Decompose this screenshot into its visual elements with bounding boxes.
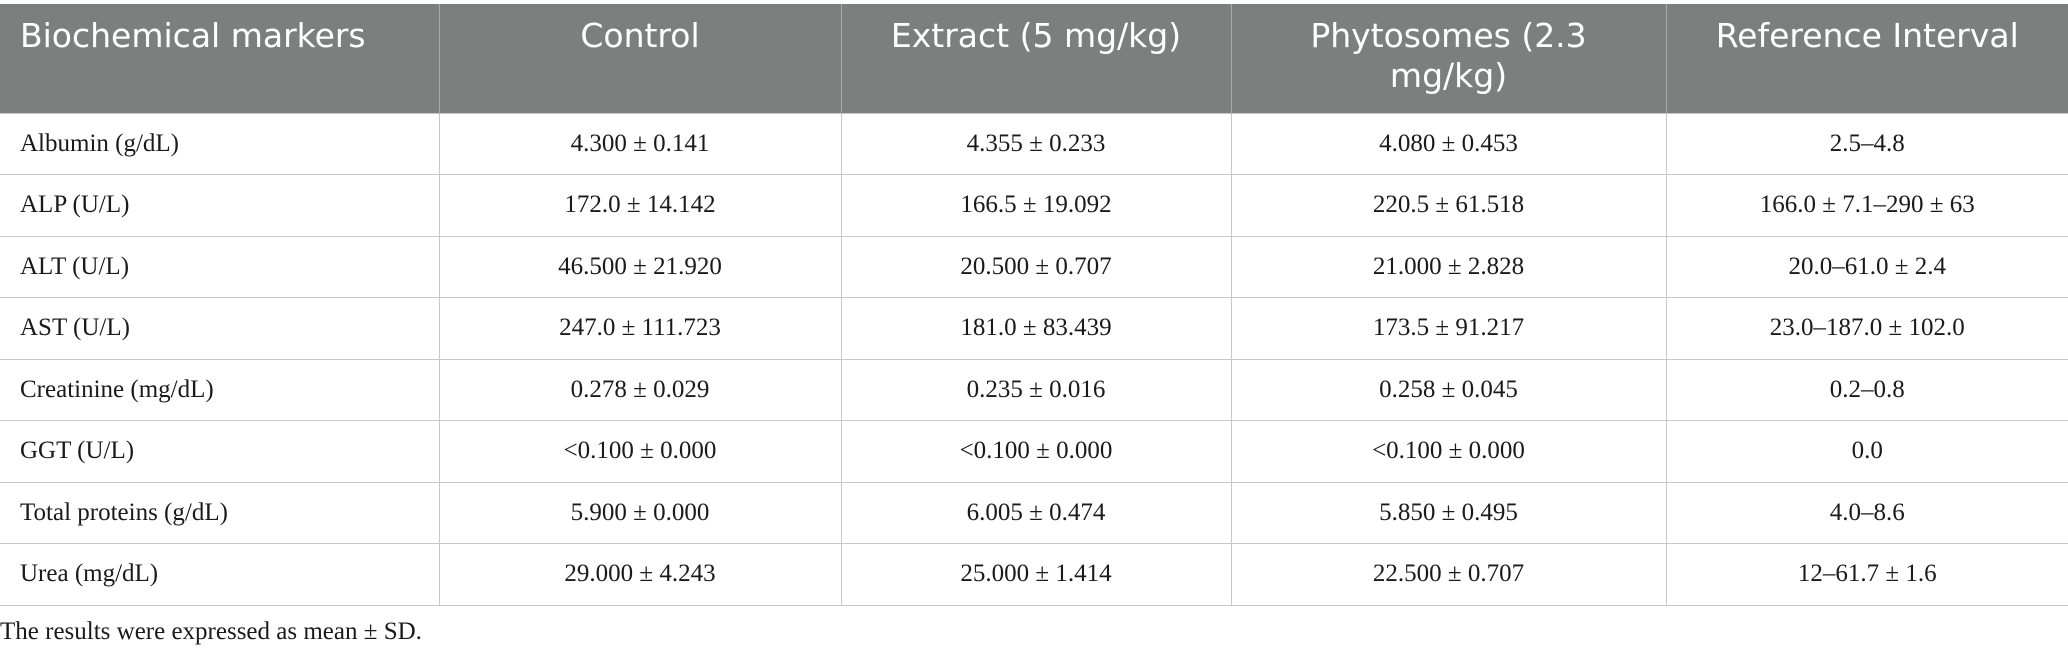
row-label: ALT (U/L) [0,235,440,298]
row-label: Total proteins (g/dL) [0,481,440,544]
table-cell: 21.000 ± 2.828 [1230,235,1667,298]
table-row: Albumin (g/dL) 4.300 ± 0.141 4.355 ± 0.233… [0,112,2068,175]
table-cell: <0.100 ± 0.000 [1230,420,1667,483]
data-table: Biochemical markers Control Extract (5 mg/… [0,4,2068,606]
table-cell: <0.100 ± 0.000 [840,420,1232,483]
row-label: AST (U/L) [0,297,440,360]
table-cell: 220.5 ± 61.518 [1230,174,1667,237]
table-row: AST (U/L) 247.0 ± 111.723 181.0 ± 83.439 17… [0,297,2068,360]
row-label: Urea (mg/dL) [0,543,440,606]
row-label: ALP (U/L) [0,174,440,237]
table-cell: 0.235 ± 0.016 [840,358,1232,421]
table-cell: 247.0 ± 111.723 [438,297,842,360]
column-header: Reference Interval [1666,4,2068,113]
column-header: Biochemical markers [0,4,440,113]
table-cell: 22.500 ± 0.707 [1230,543,1667,606]
table-cell: 29.000 ± 4.243 [438,543,842,606]
table-cell: 0.2–0.8 [1665,358,2068,421]
table-cell: 0.0 [1665,420,2068,483]
table-cell: 25.000 ± 1.414 [840,543,1232,606]
table-row: ALT (U/L) 46.500 ± 21.920 20.500 ± 0.707 21… [0,235,2068,298]
table-cell: 0.258 ± 0.045 [1230,358,1667,421]
table-cell: 4.080 ± 0.453 [1230,112,1667,175]
table-row: ALP (U/L) 172.0 ± 14.142 166.5 ± 19.092 220… [0,174,2068,237]
table-row: Creatinine (mg/dL) 0.278 ± 0.029 0.235 ± 0… [0,358,2068,421]
table-cell: 6.005 ± 0.474 [840,481,1232,544]
table-cell: 4.0–8.6 [1665,481,2068,544]
table-cell: <0.100 ± 0.000 [438,420,842,483]
table-cell: 2.5–4.8 [1665,112,2068,175]
row-label: Albumin (g/dL) [0,112,440,175]
table-note: The results were expressed as mean ± SD. [0,618,422,645]
table-body: Albumin (g/dL) 4.300 ± 0.141 4.355 ± 0.233… [0,112,2068,606]
table-cell: 0.278 ± 0.029 [438,358,842,421]
table-cell: 172.0 ± 14.142 [438,174,842,237]
table-row: Urea (mg/dL) 29.000 ± 4.243 25.000 ± 1.414… [0,543,2068,606]
table-cell: 12–61.7 ± 1.6 [1665,543,2068,606]
table-cell: 4.355 ± 0.233 [840,112,1232,175]
row-label: Creatinine (mg/dL) [0,358,440,421]
table-cell: 5.850 ± 0.495 [1230,481,1667,544]
table-row: GGT (U/L) <0.100 ± 0.000 <0.100 ± 0.000 <0.… [0,420,2068,483]
row-label: GGT (U/L) [0,420,440,483]
table-cell: 20.0–61.0 ± 2.4 [1665,235,2068,298]
table-cell: 166.0 ± 7.1–290 ± 63 [1665,174,2068,237]
table-cell: 4.300 ± 0.141 [438,112,842,175]
table-cell: 181.0 ± 83.439 [840,297,1232,360]
table-cell: 173.5 ± 91.217 [1230,297,1667,360]
table-cell: 166.5 ± 19.092 [840,174,1232,237]
column-header: Extract (5 mg/kg) [841,4,1232,113]
column-header: Phytosomes (2.3 mg/kg) [1231,4,1667,113]
table-cell: 20.500 ± 0.707 [840,235,1232,298]
column-header: Control [439,4,842,113]
table-cell: 23.0–187.0 ± 102.0 [1665,297,2068,360]
table-cell: 46.500 ± 21.920 [438,235,842,298]
table-row: Total proteins (g/dL) 5.900 ± 0.000 6.005 … [0,481,2068,544]
header-row: Biochemical markers Control Extract (5 mg/… [0,4,2068,113]
table-cell: 5.900 ± 0.000 [438,481,842,544]
